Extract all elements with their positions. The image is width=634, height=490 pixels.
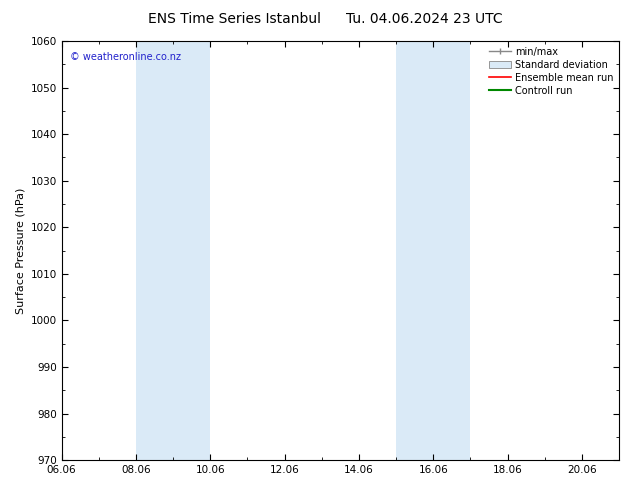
Legend: min/max, Standard deviation, Ensemble mean run, Controll run: min/max, Standard deviation, Ensemble me…	[486, 43, 617, 99]
Bar	[396, 41, 470, 460]
Text: © weatheronline.co.nz: © weatheronline.co.nz	[70, 51, 181, 62]
Y-axis label: Surface Pressure (hPa): Surface Pressure (hPa)	[15, 187, 25, 314]
Text: ENS Time Series Istanbul: ENS Time Series Istanbul	[148, 12, 321, 26]
Bar	[136, 41, 210, 460]
Text: Tu. 04.06.2024 23 UTC: Tu. 04.06.2024 23 UTC	[346, 12, 503, 26]
